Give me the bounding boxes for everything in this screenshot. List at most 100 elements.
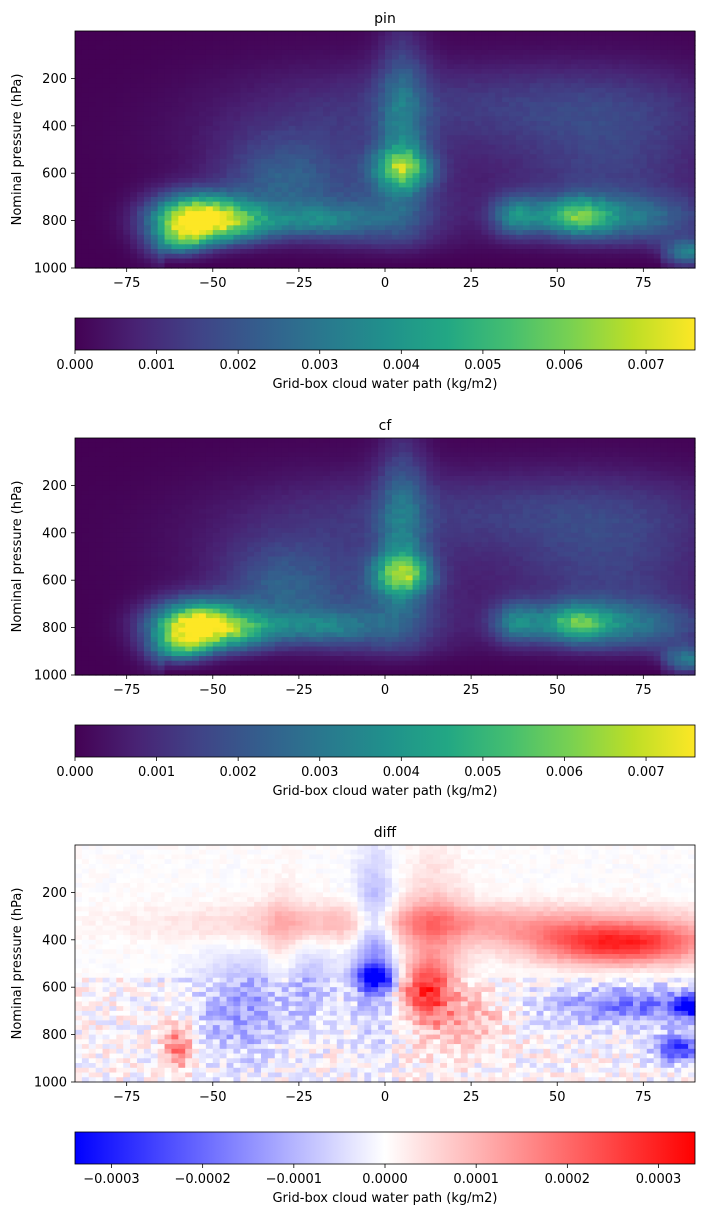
heatmap-cell bbox=[564, 177, 572, 184]
heatmap-cell bbox=[391, 253, 400, 260]
heatmap-cell bbox=[323, 31, 331, 37]
heatmap-cell bbox=[233, 149, 241, 155]
heatmap-cell bbox=[309, 239, 317, 245]
heatmap-cell bbox=[240, 211, 248, 217]
heatmap-cell bbox=[660, 244, 669, 250]
heatmap-cell bbox=[495, 144, 503, 151]
heatmap-cell bbox=[323, 64, 331, 70]
heatmap-cell bbox=[660, 452, 669, 458]
heatmap-cell bbox=[509, 35, 517, 42]
heatmap-cell bbox=[102, 447, 111, 453]
heatmap-cell bbox=[233, 187, 241, 193]
heatmap-cell bbox=[474, 187, 483, 193]
heatmap-cell bbox=[364, 45, 372, 51]
heatmap-cell bbox=[350, 31, 359, 37]
heatmap-cell bbox=[515, 97, 524, 103]
heatmap-cell bbox=[509, 64, 517, 70]
heatmap-cell bbox=[343, 192, 352, 198]
heatmap-cell bbox=[577, 220, 586, 226]
heatmap-cell bbox=[261, 239, 269, 245]
heatmap-cell bbox=[150, 206, 159, 212]
heatmap-cell bbox=[488, 87, 496, 94]
heatmap-cell bbox=[419, 158, 427, 165]
heatmap-cell bbox=[109, 102, 117, 108]
heatmap-cell bbox=[674, 244, 682, 250]
heatmap-cell bbox=[633, 116, 641, 122]
heatmap-cell bbox=[536, 168, 545, 174]
heatmap-cell bbox=[467, 182, 476, 189]
heatmap-cell bbox=[75, 97, 83, 103]
heatmap-cell bbox=[633, 68, 641, 75]
heatmap-cell bbox=[391, 225, 400, 231]
heatmap-cell bbox=[495, 234, 503, 241]
heatmap-cell bbox=[398, 452, 407, 458]
heatmap-cell bbox=[577, 234, 586, 241]
heatmap-cell bbox=[350, 230, 359, 236]
heatmap-cell bbox=[75, 177, 83, 184]
heatmap-cell bbox=[130, 447, 138, 453]
heatmap-cell bbox=[329, 78, 338, 84]
heatmap-cell bbox=[502, 225, 510, 231]
heatmap-cell bbox=[681, 106, 689, 113]
heatmap-cell bbox=[605, 215, 613, 222]
heatmap-cell bbox=[199, 253, 207, 260]
heatmap-cell bbox=[164, 239, 173, 245]
heatmap-cell bbox=[164, 253, 173, 260]
heatmap-cell bbox=[75, 31, 83, 37]
heatmap-cell bbox=[378, 106, 386, 113]
heatmap-cell bbox=[681, 97, 689, 103]
heatmap-cell bbox=[612, 121, 620, 127]
heatmap-cell bbox=[571, 438, 579, 444]
heatmap-cell bbox=[529, 258, 538, 264]
heatmap-cell bbox=[674, 68, 682, 75]
heatmap-cell bbox=[219, 135, 228, 141]
heatmap-cell bbox=[267, 102, 276, 108]
heatmap-cell bbox=[419, 263, 427, 269]
heatmap-cell bbox=[88, 87, 97, 94]
heatmap-cell bbox=[323, 158, 331, 165]
heatmap-cell bbox=[688, 154, 696, 160]
heatmap-cell bbox=[378, 442, 386, 449]
heatmap-cell bbox=[281, 452, 290, 458]
heatmap-cell bbox=[653, 125, 662, 132]
heatmap-cell bbox=[584, 144, 593, 151]
heatmap-cell bbox=[557, 206, 565, 212]
heatmap-cell bbox=[495, 92, 503, 98]
heatmap-cell bbox=[357, 130, 365, 136]
heatmap-cell bbox=[171, 249, 179, 255]
heatmap-cell bbox=[633, 196, 641, 203]
heatmap-cell bbox=[109, 87, 117, 94]
heatmap-cell bbox=[123, 215, 131, 222]
heatmap-cell bbox=[75, 452, 83, 458]
heatmap-cell bbox=[205, 168, 214, 174]
heatmap-cell bbox=[116, 249, 124, 255]
heatmap-cell bbox=[426, 73, 434, 79]
heatmap-cell bbox=[412, 182, 421, 189]
heatmap-cell bbox=[95, 220, 104, 226]
heatmap-cell bbox=[385, 206, 393, 212]
heatmap-cell bbox=[95, 49, 104, 56]
heatmap-cell bbox=[502, 140, 510, 146]
heatmap-cell bbox=[199, 215, 207, 222]
heatmap-cell bbox=[660, 438, 669, 444]
heatmap-cell bbox=[674, 173, 682, 179]
heatmap-cell bbox=[557, 40, 565, 46]
heatmap-cell bbox=[171, 244, 179, 250]
heatmap-cell bbox=[81, 54, 90, 61]
heatmap-cell bbox=[564, 452, 572, 458]
heatmap-cell bbox=[240, 121, 248, 127]
heatmap-cell bbox=[522, 249, 531, 255]
heatmap-cell bbox=[536, 144, 545, 151]
heatmap-cell bbox=[660, 31, 669, 37]
heatmap-cell bbox=[474, 253, 483, 260]
heatmap-cell bbox=[612, 452, 620, 458]
heatmap-cell bbox=[460, 163, 469, 170]
heatmap-cell bbox=[343, 106, 352, 113]
heatmap-cell bbox=[660, 59, 669, 65]
heatmap-cell bbox=[550, 158, 558, 165]
heatmap-cell bbox=[591, 253, 600, 260]
heatmap-cell bbox=[95, 130, 104, 136]
heatmap-cell bbox=[626, 177, 634, 184]
heatmap-cell bbox=[274, 239, 283, 245]
heatmap-cell bbox=[584, 447, 593, 453]
